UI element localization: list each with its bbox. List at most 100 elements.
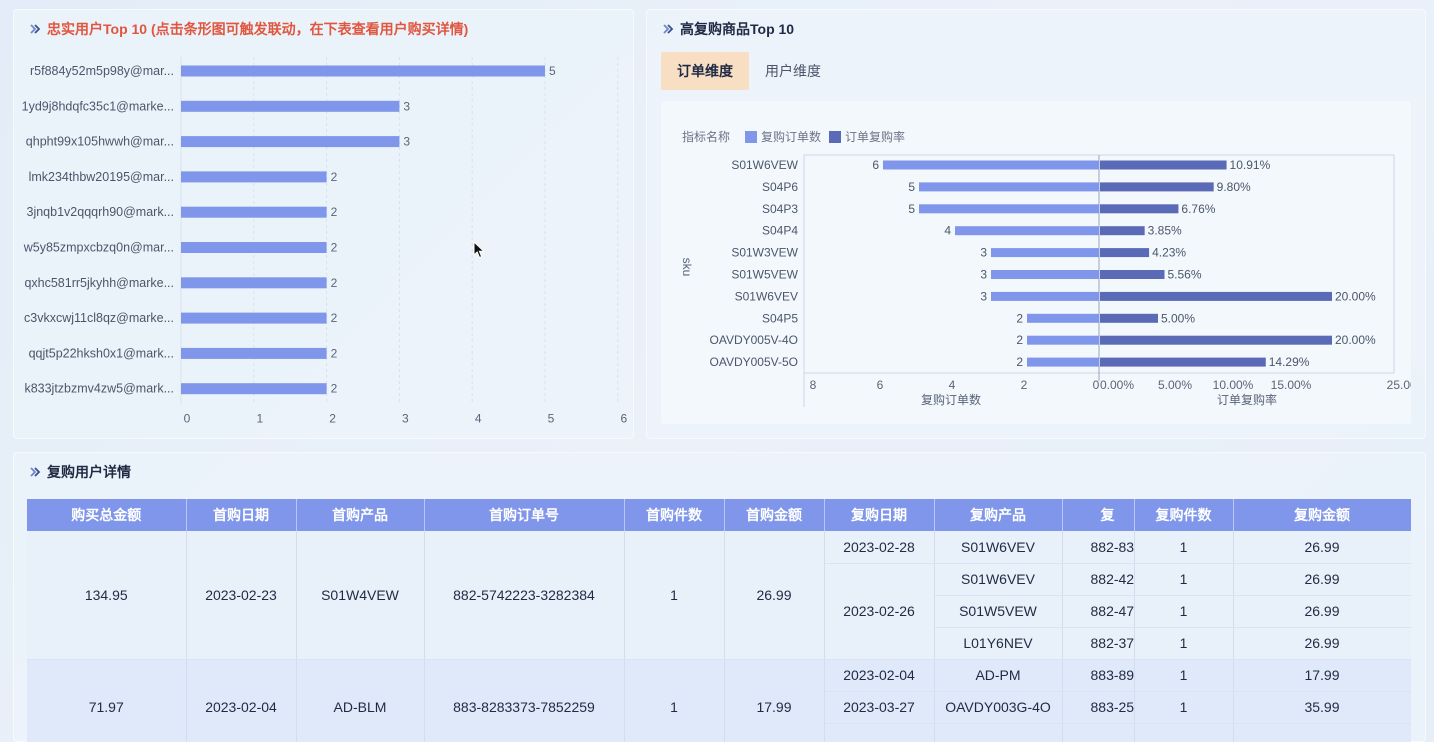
data-label: 3	[980, 289, 987, 303]
bar-repurchase-rate[interactable]	[1100, 291, 1332, 301]
loyal-users-bar-chart[interactable]: 0 1 2 3 4 5 6 r5f884y52m5p98y@mar... 5 1yd9j8hdqf…	[13, 9, 634, 439]
y-tick-label: qxhc581rr5jkyhh@marke...	[24, 276, 174, 290]
bar[interactable]	[181, 347, 327, 359]
table-row[interactable]: 2023-02-26 S01W6VEV 882-42 1 26.99	[27, 563, 1411, 660]
bar-repurchase-orders[interactable]	[1027, 357, 1099, 367]
repurchase-date-cell: 2023-02-28	[824, 531, 935, 564]
bar-repurchase-orders[interactable]	[919, 182, 1099, 192]
data-label: 6.76%	[1181, 202, 1215, 216]
table-row[interactable]: S01W5VEW 882-47 1 26.99	[27, 595, 1411, 628]
data-label: 2	[1016, 311, 1023, 325]
repurchase-qty-cell: 1	[1134, 627, 1234, 660]
repurchase-amount-cell: 17.99	[1233, 659, 1411, 692]
column-header[interactable]: 复购金额	[1233, 499, 1411, 531]
bar-repurchase-rate[interactable]	[1100, 357, 1266, 367]
bar-repurchase-rate[interactable]	[1100, 204, 1179, 214]
table-row[interactable]: L01Y6NEV 882-37 1 26.99	[27, 627, 1411, 660]
bar-repurchase-rate[interactable]	[1100, 248, 1150, 258]
y-tick-label: 1yd9j8hdqfc35c1@marke...	[22, 99, 174, 113]
column-header[interactable]: 首购件数	[624, 499, 725, 531]
bar-repurchase-orders[interactable]	[1027, 313, 1099, 323]
repurchase-date-cell: 2023-02-26	[824, 563, 935, 660]
repurchase-qty-cell: 1	[1134, 563, 1234, 596]
legend-title: 指标名称	[682, 129, 730, 144]
top-repurchase-products-panel: 高复购商品Top 10 订单维度 用户维度 指标名称 复购订单数 订单复购率 8 6 4 2…	[646, 9, 1426, 439]
bar-repurchase-orders[interactable]	[955, 226, 1099, 236]
table-row[interactable]: 71.97 2023-02-04 AD-BLM 883-8283373-7852259…	[27, 659, 1411, 742]
repurchase-order-cell	[1062, 723, 1135, 742]
bar-repurchase-rate[interactable]	[1100, 335, 1332, 345]
table-row[interactable]	[27, 723, 1411, 742]
x-tick-label: 10.00%	[1213, 378, 1254, 392]
data-label: 5	[908, 202, 915, 216]
repurchase-details-panel: 复购用户详情 购买总金额 首购日期 首购产品 首购订单号 首购件数 首购金额 复购日期 复购产…	[13, 452, 1426, 742]
bar-repurchase-orders[interactable]	[919, 204, 1099, 214]
x-tick-label: 1	[256, 412, 263, 426]
bar[interactable]	[181, 383, 327, 395]
y-tick-label: r5f884y52m5p98y@mar...	[30, 64, 174, 78]
bar-repurchase-rate[interactable]	[1100, 313, 1158, 323]
repurchase-order-cell: 882-42	[1062, 563, 1135, 596]
dimension-tabs: 订单维度 用户维度	[661, 52, 837, 90]
repurchase-amount-cell	[1233, 723, 1411, 742]
tab-order-dimension[interactable]: 订单维度	[661, 52, 749, 90]
bar-repurchase-orders[interactable]	[991, 248, 1099, 258]
y-axis-title: sku	[680, 258, 694, 277]
column-header[interactable]: 复购产品	[934, 499, 1063, 531]
data-label: 2	[331, 205, 338, 219]
repurchase-product-cell: S01W6VEV	[934, 531, 1063, 564]
bar[interactable]	[181, 171, 327, 183]
first-date-cell: 2023-02-23	[186, 531, 297, 660]
data-label: 3	[980, 268, 987, 282]
column-header[interactable]: 首购订单号	[424, 499, 625, 531]
first-amount-cell: 26.99	[724, 531, 825, 660]
column-header[interactable]: 复购日期	[824, 499, 935, 531]
y-tick-label: S01W5VEW	[731, 268, 798, 282]
data-label: 5.56%	[1167, 268, 1201, 282]
table-row[interactable]: 2023-03-27 OAVDY003G-4O 883-25 1 35.99	[27, 691, 1411, 724]
bar-repurchase-orders[interactable]	[991, 270, 1099, 279]
y-tick-label: S04P5	[762, 311, 798, 325]
table-row[interactable]: 134.95 2023-02-23 S01W4VEW 882-5742223-3282…	[27, 531, 1411, 660]
repurchase-date-cell	[824, 723, 935, 742]
data-label: 2	[331, 311, 338, 325]
bar-repurchase-rate[interactable]	[1100, 182, 1214, 192]
x-tick-label: 3	[402, 412, 409, 426]
bar-repurchase-rate[interactable]	[1100, 270, 1165, 279]
loyal-users-panel: 忠实用户Top 10 (点击条形图可触发联动，在下表查看用户购买详情) 0 1 2 3…	[13, 9, 634, 439]
data-label: 3	[403, 99, 410, 113]
tab-user-dimension[interactable]: 用户维度	[765, 63, 821, 79]
bar-repurchase-orders[interactable]	[1027, 335, 1099, 345]
y-tick-label: S04P3	[762, 202, 798, 216]
bar[interactable]	[181, 312, 327, 324]
data-label: 2	[1016, 355, 1023, 369]
bar-repurchase-orders[interactable]	[991, 291, 1099, 301]
column-header[interactable]: 复购件数	[1134, 499, 1234, 531]
bar[interactable]	[181, 206, 327, 218]
column-header[interactable]: 首购金额	[724, 499, 825, 531]
x-tick-label: 0.00%	[1100, 378, 1134, 392]
first-date-cell: 2023-02-04	[186, 659, 297, 742]
details-table-wrap[interactable]: 购买总金额 首购日期 首购产品 首购订单号 首购件数 首购金额 复购日期 复购产品复复购件数复…	[27, 499, 1411, 742]
x-axis-title: 订单复购率	[1217, 392, 1277, 407]
bar[interactable]	[181, 277, 327, 289]
x-tick-label: 8	[810, 378, 817, 392]
column-header[interactable]: 首购产品	[296, 499, 425, 531]
repurchase-product-cell: S01W6VEV	[934, 563, 1063, 596]
bar[interactable]	[181, 65, 545, 77]
column-header[interactable]: 购买总金额	[27, 499, 187, 531]
data-label: 4	[944, 224, 951, 238]
column-header[interactable]: 首购日期	[186, 499, 297, 531]
bar[interactable]	[181, 136, 400, 148]
top-products-title-text: 高复购商品Top 10	[680, 21, 795, 37]
y-tick-label: c3vkxcwj11cl8qz@marke...	[24, 311, 174, 325]
legend-label: 复购订单数	[761, 129, 821, 144]
bar-repurchase-orders[interactable]	[883, 160, 1099, 170]
repurchase-amount-cell: 26.99	[1233, 531, 1411, 564]
bar[interactable]	[181, 242, 327, 253]
bar-repurchase-rate[interactable]	[1100, 160, 1227, 170]
column-header[interactable]: 复	[1062, 499, 1135, 531]
bar-repurchase-rate[interactable]	[1100, 226, 1145, 236]
bar[interactable]	[181, 100, 400, 112]
